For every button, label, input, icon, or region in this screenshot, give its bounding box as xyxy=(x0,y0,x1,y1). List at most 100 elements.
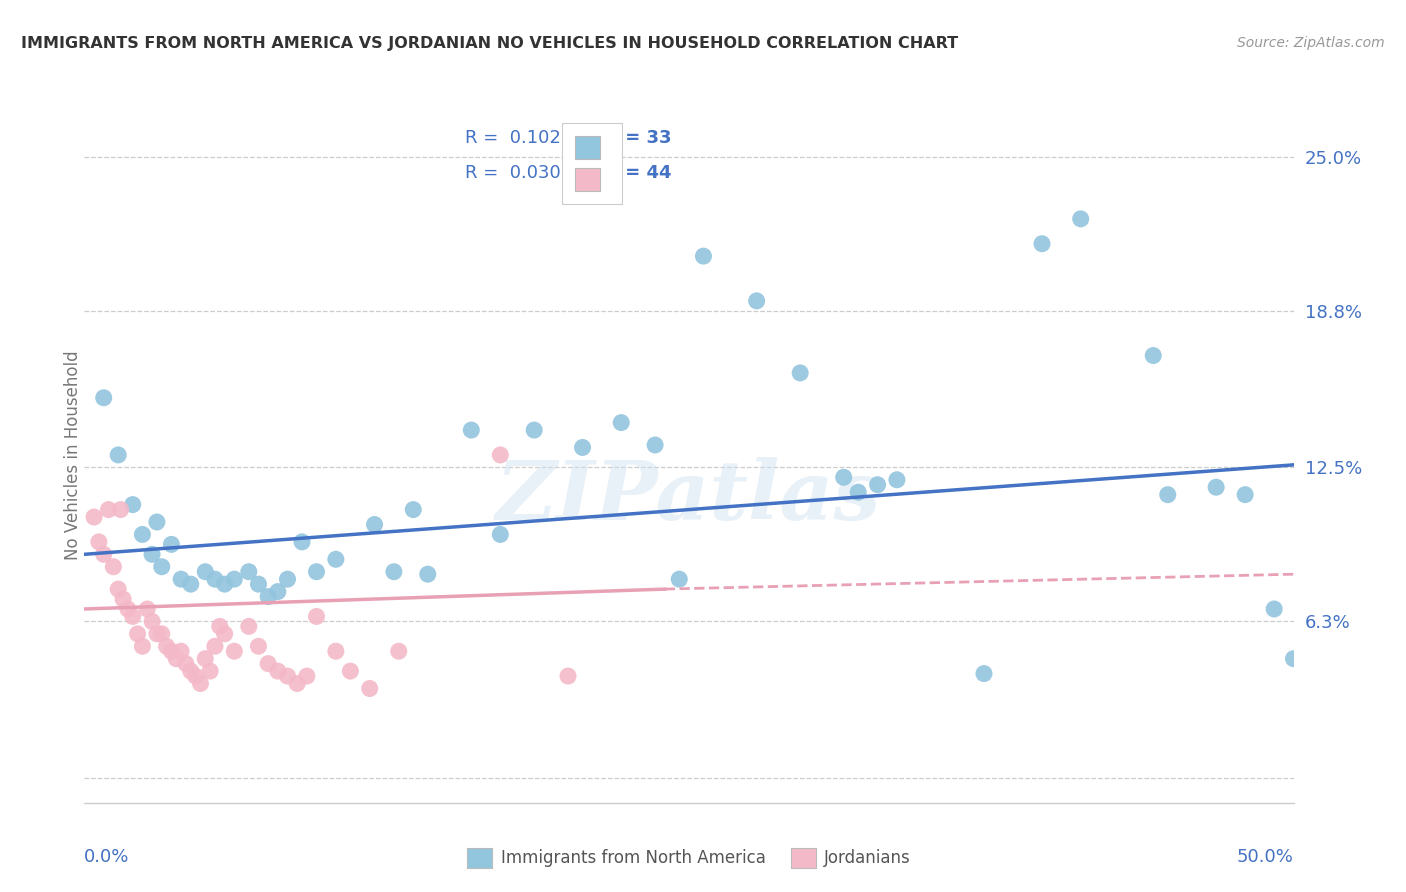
Point xyxy=(557,669,579,683)
Point xyxy=(103,559,125,574)
Point xyxy=(131,639,153,653)
Point xyxy=(112,592,135,607)
Point xyxy=(165,651,187,665)
Y-axis label: No Vehicles in Household: No Vehicles in Household xyxy=(65,350,82,560)
Point xyxy=(150,559,173,574)
Point xyxy=(174,657,197,671)
Point xyxy=(291,534,314,549)
Point xyxy=(238,565,260,579)
Point xyxy=(325,644,347,658)
Legend: Immigrants from North America, Jordanians: Immigrants from North America, Jordanian… xyxy=(461,841,917,875)
Text: N = 33: N = 33 xyxy=(605,129,672,147)
Point xyxy=(1205,480,1227,494)
Point xyxy=(1234,488,1257,502)
Point xyxy=(267,664,290,678)
Point xyxy=(832,470,855,484)
Text: 50.0%: 50.0% xyxy=(1237,847,1294,865)
Text: R =  0.102: R = 0.102 xyxy=(465,129,561,147)
Point xyxy=(610,416,633,430)
Point xyxy=(402,502,425,516)
Point xyxy=(359,681,381,696)
Point xyxy=(224,572,246,586)
Point xyxy=(208,619,231,633)
Point xyxy=(668,572,690,586)
Point xyxy=(571,441,593,455)
Point xyxy=(194,651,217,665)
Point xyxy=(1031,236,1053,251)
Point xyxy=(204,572,226,586)
Point xyxy=(489,448,512,462)
Point xyxy=(127,627,149,641)
Text: 0.0%: 0.0% xyxy=(84,847,129,865)
Point xyxy=(198,664,221,678)
Point xyxy=(1263,602,1285,616)
Point xyxy=(247,577,270,591)
Point xyxy=(1070,211,1092,226)
Point xyxy=(789,366,811,380)
Point xyxy=(745,293,768,308)
Point xyxy=(121,498,143,512)
Point xyxy=(107,582,129,596)
Point xyxy=(276,572,298,586)
Point xyxy=(170,644,193,658)
Point xyxy=(121,609,143,624)
Point xyxy=(146,627,169,641)
Text: Source: ZipAtlas.com: Source: ZipAtlas.com xyxy=(1237,36,1385,50)
Point xyxy=(180,577,202,591)
Point xyxy=(489,527,512,541)
Point xyxy=(886,473,908,487)
Point xyxy=(214,577,236,591)
Point xyxy=(146,515,169,529)
Point xyxy=(110,502,132,516)
Point xyxy=(238,619,260,633)
Point xyxy=(155,639,177,653)
Text: R =  0.030: R = 0.030 xyxy=(465,164,561,182)
Point xyxy=(1282,651,1305,665)
Point xyxy=(204,639,226,653)
Point xyxy=(339,664,361,678)
Point xyxy=(194,565,217,579)
Point xyxy=(295,669,318,683)
Point xyxy=(257,590,280,604)
Point xyxy=(325,552,347,566)
Point xyxy=(363,517,385,532)
Point xyxy=(83,510,105,524)
Point xyxy=(846,485,869,500)
Text: ZIPatlas: ZIPatlas xyxy=(496,457,882,537)
Point xyxy=(214,627,236,641)
Point xyxy=(644,438,666,452)
Point xyxy=(388,644,411,658)
Point xyxy=(285,676,308,690)
Point xyxy=(97,502,120,516)
Point xyxy=(247,639,270,653)
Point xyxy=(87,534,110,549)
Point xyxy=(276,669,298,683)
Point xyxy=(382,565,405,579)
Legend: , : , xyxy=(562,123,621,203)
Point xyxy=(141,615,163,629)
Text: IMMIGRANTS FROM NORTH AMERICA VS JORDANIAN NO VEHICLES IN HOUSEHOLD CORRELATION : IMMIGRANTS FROM NORTH AMERICA VS JORDANI… xyxy=(21,36,959,51)
Point xyxy=(190,676,212,690)
Point xyxy=(117,602,139,616)
Point xyxy=(460,423,482,437)
Point xyxy=(107,448,129,462)
Text: N = 44: N = 44 xyxy=(605,164,672,182)
Point xyxy=(160,537,183,551)
Point xyxy=(267,584,290,599)
Point xyxy=(150,627,173,641)
Point xyxy=(305,609,328,624)
Point xyxy=(93,391,115,405)
Point xyxy=(866,477,889,491)
Point xyxy=(257,657,280,671)
Point xyxy=(184,669,207,683)
Point xyxy=(141,547,163,561)
Point xyxy=(1157,488,1180,502)
Point xyxy=(131,527,153,541)
Point xyxy=(170,572,193,586)
Point xyxy=(180,664,202,678)
Point xyxy=(93,547,115,561)
Point xyxy=(973,666,995,681)
Point xyxy=(160,644,183,658)
Point xyxy=(416,567,439,582)
Point xyxy=(692,249,714,263)
